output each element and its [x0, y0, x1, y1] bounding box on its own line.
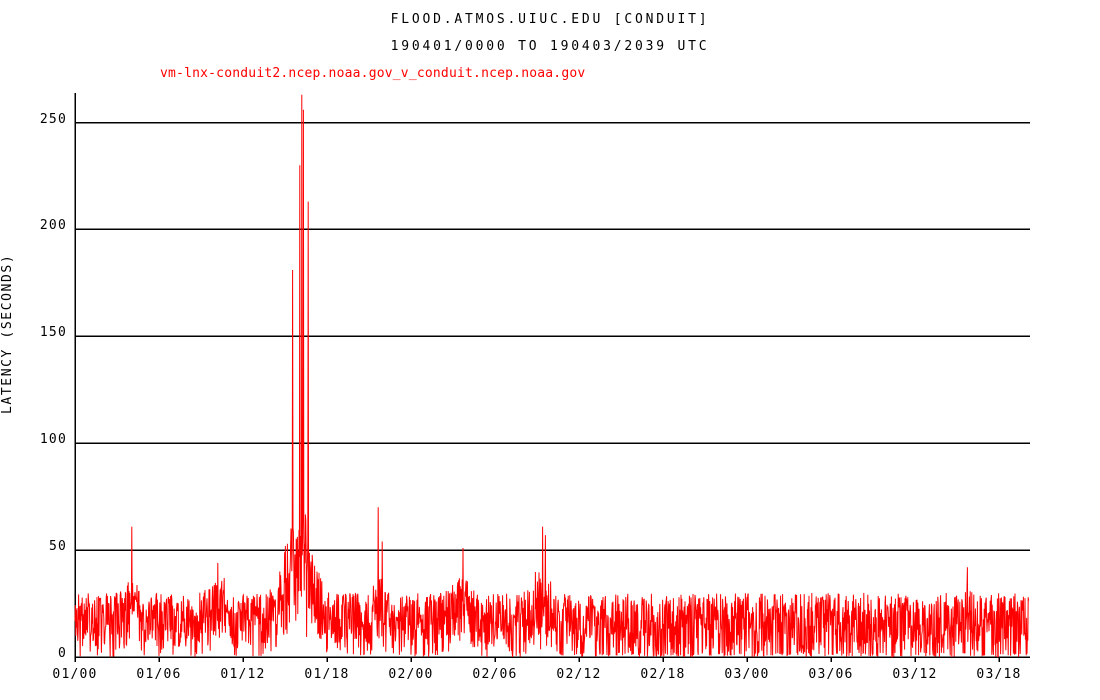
chart-subtitle: 190401/0000 TO 190403/2039 UTC — [390, 39, 710, 54]
x-tick-label: 03/12 — [892, 667, 938, 682]
y-tick-label: 150 — [39, 325, 67, 341]
x-tick-label: 03/06 — [808, 667, 854, 682]
x-tick-label: 02/00 — [388, 667, 434, 682]
chart-title: FLOOD.ATMOS.UIUC.EDU [CONDUIT] — [390, 12, 710, 27]
x-tick-label: 02/12 — [556, 667, 602, 682]
y-tick-label: 100 — [39, 432, 67, 448]
x-tick-label: 03/00 — [724, 667, 770, 682]
latency-series-line — [74, 94, 1030, 658]
y-tick-label: 0 — [57, 646, 67, 661]
x-tick-label: 01/18 — [304, 667, 350, 682]
x-tick-label: 02/06 — [472, 667, 518, 682]
series-legend-label: vm-lnx-conduit2.ncep.noaa.gov_v_conduit.… — [160, 66, 586, 81]
y-tick-label: 50 — [48, 539, 67, 555]
x-tick-label: 02/18 — [640, 667, 686, 682]
x-tick-label: 03/18 — [976, 667, 1022, 682]
x-tick-label: 01/12 — [220, 667, 266, 682]
x-tick-label: 01/06 — [136, 667, 182, 682]
y-tick-label: 250 — [39, 111, 67, 127]
x-tick-label: 01/00 — [52, 667, 98, 682]
y-tick-label: 200 — [39, 218, 67, 234]
